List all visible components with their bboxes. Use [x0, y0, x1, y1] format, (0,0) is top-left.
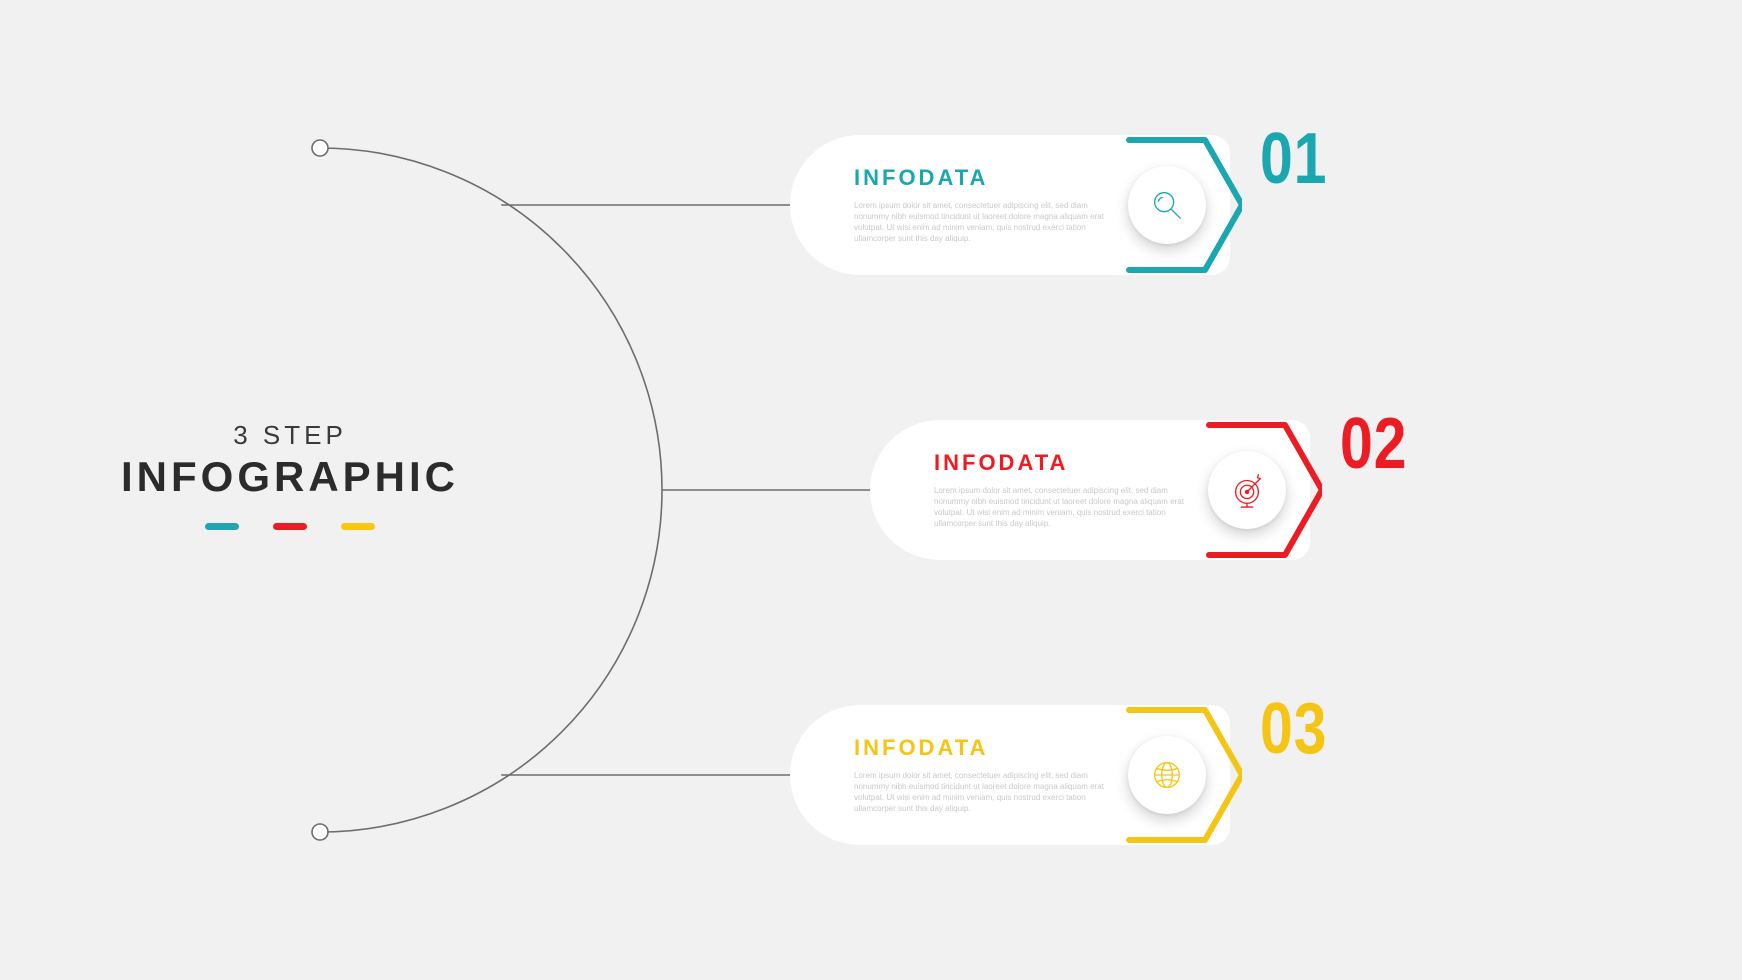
- step-text: INFODATA Lorem ipsum dolor sit amet, con…: [934, 450, 1190, 529]
- step-body: Lorem ipsum dolor sit amet, consectetuer…: [934, 486, 1190, 529]
- title-dashes: [120, 523, 460, 530]
- target-icon: [1208, 451, 1286, 529]
- step-text: INFODATA Lorem ipsum dolor sit amet, con…: [854, 735, 1110, 814]
- dash-1: [205, 523, 239, 530]
- title-block: 3 STEP INFOGRAPHIC: [120, 420, 460, 530]
- step-heading: INFODATA: [854, 165, 1110, 191]
- title-small: 3 STEP: [120, 420, 460, 451]
- magnifier-icon: [1128, 166, 1206, 244]
- step-card-2: INFODATA Lorem ipsum dolor sit amet, con…: [870, 420, 1310, 560]
- step-number-2: 02: [1340, 403, 1407, 485]
- step-body: Lorem ipsum dolor sit amet, consectetuer…: [854, 771, 1110, 814]
- step-heading: INFODATA: [934, 450, 1190, 476]
- step-text: INFODATA Lorem ipsum dolor sit amet, con…: [854, 165, 1110, 244]
- dash-2: [273, 523, 307, 530]
- step-hex: [1092, 700, 1242, 850]
- globe-icon: [1128, 736, 1206, 814]
- step-heading: INFODATA: [854, 735, 1110, 761]
- step-body: Lorem ipsum dolor sit amet, consectetuer…: [854, 201, 1110, 244]
- step-number-1: 01: [1260, 118, 1327, 200]
- step-hex: [1092, 130, 1242, 280]
- title-big: INFOGRAPHIC: [120, 453, 460, 501]
- step-card-1: INFODATA Lorem ipsum dolor sit amet, con…: [790, 135, 1230, 275]
- infographic-stage: 3 STEP INFOGRAPHIC INFODATA Lorem ipsum …: [0, 0, 1742, 980]
- dash-3: [341, 523, 375, 530]
- step-hex: [1172, 415, 1322, 565]
- step-card-3: INFODATA Lorem ipsum dolor sit amet, con…: [790, 705, 1230, 845]
- step-number-3: 03: [1260, 688, 1327, 770]
